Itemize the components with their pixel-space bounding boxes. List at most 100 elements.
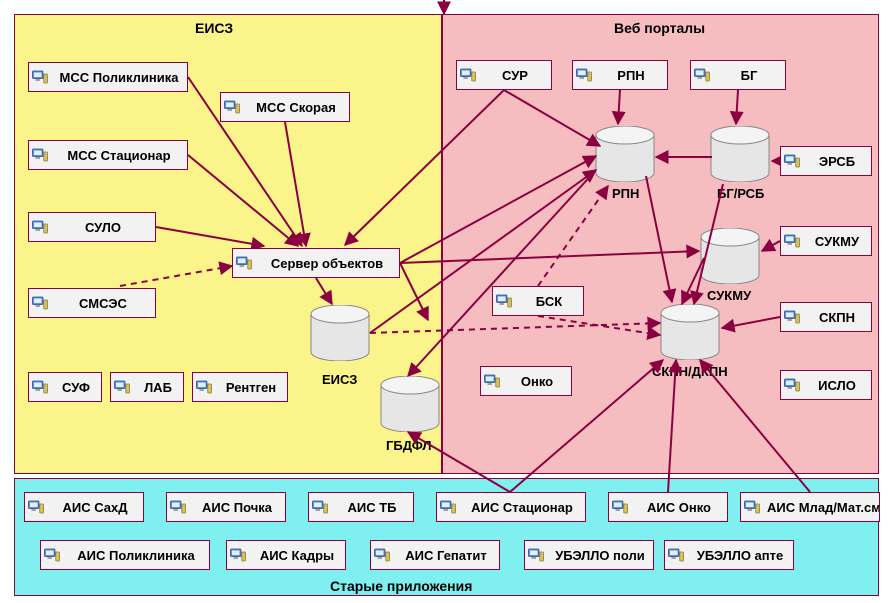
node-ais_poly: АИС Поликлиника — [40, 540, 210, 570]
db-label-gbdfl: ГБДФЛ — [386, 438, 432, 453]
node-label: МСС Поликлиника — [55, 70, 183, 85]
db-label-sukmu: СУКМУ — [707, 288, 751, 303]
computer-icon — [31, 294, 49, 312]
diagram-canvas: ЕИСЗ Веб порталы Старые приложения РПН БГ/РС… — [0, 0, 888, 603]
computer-icon — [495, 292, 513, 310]
computer-icon — [169, 498, 187, 516]
node-label: ЛАБ — [137, 380, 179, 395]
region-label-web: Веб порталы — [614, 20, 705, 36]
node-lab: ЛАБ — [110, 372, 184, 402]
node-label: МСС Скорая — [247, 100, 345, 115]
node-ais_pochka: АИС Почка — [166, 492, 286, 522]
db-eisz — [310, 305, 370, 361]
node-label: СУКМУ — [807, 234, 867, 249]
node-sulo: СУЛО — [28, 212, 156, 242]
node-onko: Онко — [480, 366, 572, 396]
node-label: Онко — [507, 374, 567, 389]
computer-icon — [439, 498, 457, 516]
computer-icon — [693, 66, 711, 84]
node-ubello_apt: УБЭЛЛО апте — [664, 540, 794, 570]
computer-icon — [783, 232, 801, 250]
region-label-eisz: ЕИСЗ — [195, 20, 233, 36]
node-label: Сервер объектов — [259, 256, 395, 271]
node-label: АИС Млад/Мат.см — [767, 500, 880, 515]
node-smses: СМСЭС — [28, 288, 156, 318]
computer-icon — [43, 546, 61, 564]
node-ais_gep: АИС Гепатит — [370, 540, 500, 570]
node-label: СМСЭС — [55, 296, 151, 311]
region-label-legacy: Старые приложения — [330, 578, 472, 594]
node-label: АИС Онко — [635, 500, 723, 515]
node-islo: ИСЛО — [780, 370, 872, 400]
node-label: ИСЛО — [807, 378, 867, 393]
computer-icon — [31, 68, 49, 86]
computer-icon — [373, 546, 391, 564]
node-label: ЭРСБ — [807, 154, 867, 169]
db-label-skpn: СКПН/ДКПН — [652, 364, 728, 379]
node-mss_poly: МСС Поликлиника — [28, 62, 188, 92]
node-label: СУФ — [55, 380, 97, 395]
computer-icon — [483, 372, 501, 390]
node-label: АИС Поликлиника — [67, 548, 205, 563]
node-bg: БГ — [690, 60, 786, 90]
db-label-bgrsb: БГ/РСБ — [717, 186, 764, 201]
node-rpn_n: РПН — [572, 60, 668, 90]
computer-icon — [31, 146, 49, 164]
computer-icon — [27, 498, 45, 516]
node-ais_tb: АИС ТБ — [308, 492, 414, 522]
node-label: МСС Стационар — [55, 148, 183, 163]
db-label-eisz: ЕИСЗ — [322, 372, 357, 387]
node-server_obj: Сервер объектов — [232, 248, 400, 278]
db-bgrsb — [710, 126, 770, 182]
computer-icon — [783, 152, 801, 170]
node-label: СУЛО — [55, 220, 151, 235]
computer-icon — [743, 498, 761, 516]
computer-icon — [783, 308, 801, 326]
node-label: АИС Кадры — [253, 548, 341, 563]
node-mss_skor: МСС Скорая — [220, 92, 350, 122]
db-rpn — [595, 126, 655, 182]
computer-icon — [311, 498, 329, 516]
node-mss_stats: МСС Стационар — [28, 140, 188, 170]
computer-icon — [31, 218, 49, 236]
node-skpn_n: СКПН — [780, 302, 872, 332]
db-label-rpn: РПН — [612, 186, 639, 201]
computer-icon — [575, 66, 593, 84]
node-label: РПН — [599, 68, 663, 83]
computer-icon — [527, 546, 545, 564]
computer-icon — [783, 376, 801, 394]
computer-icon — [235, 254, 253, 272]
node-label: СУР — [483, 68, 547, 83]
node-label: БСК — [519, 294, 579, 309]
computer-icon — [223, 98, 241, 116]
node-label: АИС Почка — [193, 500, 281, 515]
node-bsk: БСК — [492, 286, 584, 316]
node-label: АИС Стационар — [463, 500, 581, 515]
node-ais_sahd: АИС СахД — [24, 492, 144, 522]
node-label: СКПН — [807, 310, 867, 325]
node-ubello_pol: УБЭЛЛО поли — [524, 540, 654, 570]
computer-icon — [229, 546, 247, 564]
node-sur: СУР — [456, 60, 552, 90]
node-rentgen: Рентген — [192, 372, 288, 402]
node-ais_onko: АИС Онко — [608, 492, 728, 522]
node-label: Рентген — [219, 380, 283, 395]
node-label: УБЭЛЛО поли — [551, 548, 649, 563]
node-label: АИС Гепатит — [397, 548, 495, 563]
db-sukmu — [700, 228, 760, 284]
node-ais_kadry: АИС Кадры — [226, 540, 346, 570]
node-label: АИС ТБ — [335, 500, 409, 515]
node-sukmu_n: СУКМУ — [780, 226, 872, 256]
node-label: АИС СахД — [51, 500, 139, 515]
computer-icon — [31, 378, 49, 396]
computer-icon — [667, 546, 685, 564]
db-skpn — [660, 304, 720, 360]
computer-icon — [611, 498, 629, 516]
node-ais_mlad: АИС Млад/Мат.см — [740, 492, 880, 522]
db-gbdfl — [380, 376, 440, 432]
node-label: БГ — [717, 68, 781, 83]
node-label: УБЭЛЛО апте — [691, 548, 789, 563]
computer-icon — [113, 378, 131, 396]
node-suf: СУФ — [28, 372, 102, 402]
node-ersb: ЭРСБ — [780, 146, 872, 176]
